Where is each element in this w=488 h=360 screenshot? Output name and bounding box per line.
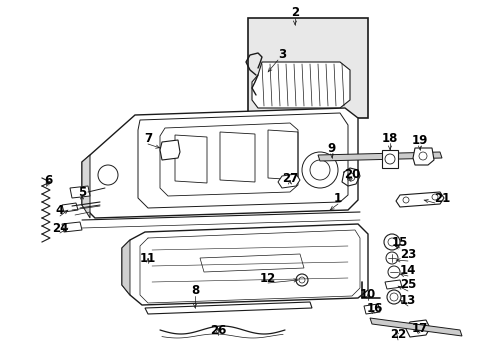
Text: 10: 10 [359,288,375,302]
Text: 27: 27 [281,171,298,184]
Text: 2: 2 [290,5,299,18]
Text: 7: 7 [143,131,152,144]
Circle shape [386,290,400,304]
Text: 22: 22 [389,328,406,342]
Text: 5: 5 [78,185,86,198]
Circle shape [387,266,399,278]
Circle shape [383,234,399,250]
Circle shape [302,152,337,188]
Polygon shape [384,280,401,289]
Text: 9: 9 [327,141,335,154]
Text: 12: 12 [259,271,276,284]
Polygon shape [381,150,397,168]
Text: 4: 4 [56,203,64,216]
Text: 24: 24 [52,221,68,234]
Text: 11: 11 [140,252,156,265]
Polygon shape [62,203,78,212]
Text: 26: 26 [209,324,226,337]
Text: 8: 8 [190,284,199,297]
Polygon shape [395,192,443,207]
Polygon shape [317,152,441,161]
Polygon shape [251,62,349,108]
Polygon shape [412,148,433,165]
Text: 13: 13 [399,293,415,306]
Polygon shape [82,108,357,218]
Polygon shape [405,320,429,337]
Text: 20: 20 [343,168,359,181]
Text: 14: 14 [399,264,415,276]
Text: 16: 16 [366,302,383,315]
Polygon shape [122,224,367,305]
Text: 15: 15 [391,235,407,248]
Text: 3: 3 [277,49,285,62]
Bar [247,18,367,118]
Text: 25: 25 [399,279,415,292]
Text: 18: 18 [381,131,397,144]
Text: 6: 6 [44,174,52,186]
Polygon shape [278,174,299,188]
Polygon shape [160,140,180,160]
Text: 23: 23 [399,248,415,261]
Polygon shape [122,240,130,295]
Circle shape [385,252,397,264]
Circle shape [98,165,118,185]
Text: 17: 17 [411,321,427,334]
Polygon shape [363,304,379,314]
Polygon shape [70,186,90,198]
Polygon shape [82,155,90,218]
Text: 19: 19 [411,134,427,147]
Polygon shape [369,318,461,336]
Circle shape [295,274,307,286]
Polygon shape [62,222,82,232]
Text: 1: 1 [333,192,342,204]
Text: 21: 21 [433,192,449,204]
